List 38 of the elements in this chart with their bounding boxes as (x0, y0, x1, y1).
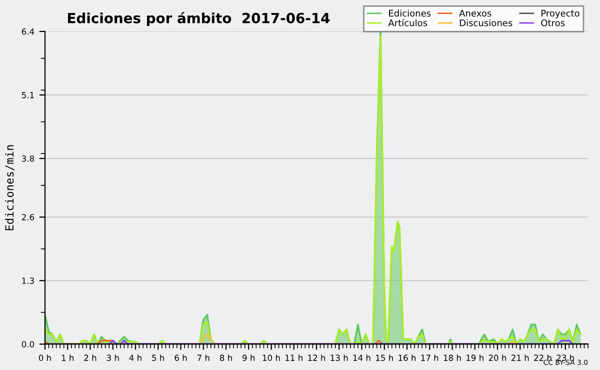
x-tick-label: 7 h (197, 354, 210, 361)
legend-label: Ediciones (389, 10, 431, 17)
chart-title: Ediciones por ámbito 2017-06-14 (68, 12, 330, 26)
x-tick-label: 14 h (353, 354, 370, 361)
x-tick-label: 21 h (511, 354, 529, 361)
x-tick-label: 4 h (129, 354, 142, 361)
x-tick-label: 20 h (488, 354, 506, 361)
y-tick-label: 3.8 (22, 155, 34, 162)
x-tick-label: 12 h (308, 354, 326, 361)
x-tick-label: 10 h (262, 354, 280, 361)
legend-label: Discusiones (460, 19, 512, 26)
y-tick-label: 6.4 (22, 28, 34, 35)
x-tick-label: 17 h (421, 354, 438, 361)
x-tick-label: 1 h (62, 354, 74, 361)
x-tick-label: 3 h (106, 354, 119, 361)
x-tick-label: 9 h (242, 354, 255, 361)
x-tick-label: 15 h (376, 354, 393, 361)
y-tick-label: 0.0 (22, 341, 34, 348)
x-tick-label: 22 h (534, 354, 552, 361)
x-tick-label: 11 h (286, 354, 302, 361)
legend-label: Otros (541, 19, 565, 26)
x-tick-label: 16 h (398, 354, 416, 361)
x-tick-label: 19 h (466, 354, 484, 361)
legend-label: Proyecto (542, 10, 580, 18)
x-tick-label: 8 h (220, 354, 232, 361)
legend-label: Artículos (388, 18, 428, 26)
x-tick-label: 13 h (330, 354, 348, 361)
legend-label: Anexos (459, 10, 492, 17)
x-tick-label: 6 h (174, 354, 187, 361)
y-tick-label: 1.3 (22, 278, 34, 284)
y-tick-label: 5.1 (22, 92, 34, 98)
x-tick-label: 2 h (84, 354, 96, 361)
x-tick-label: 23 h (556, 354, 574, 361)
x-tick-label: 18 h (444, 354, 461, 361)
x-tick-label: 5 h (152, 354, 164, 361)
x-tick-label: 0 h (38, 354, 51, 361)
y-tick-label: 2.6 (22, 214, 34, 220)
y-axis-title: Ediciones/min (5, 145, 14, 230)
